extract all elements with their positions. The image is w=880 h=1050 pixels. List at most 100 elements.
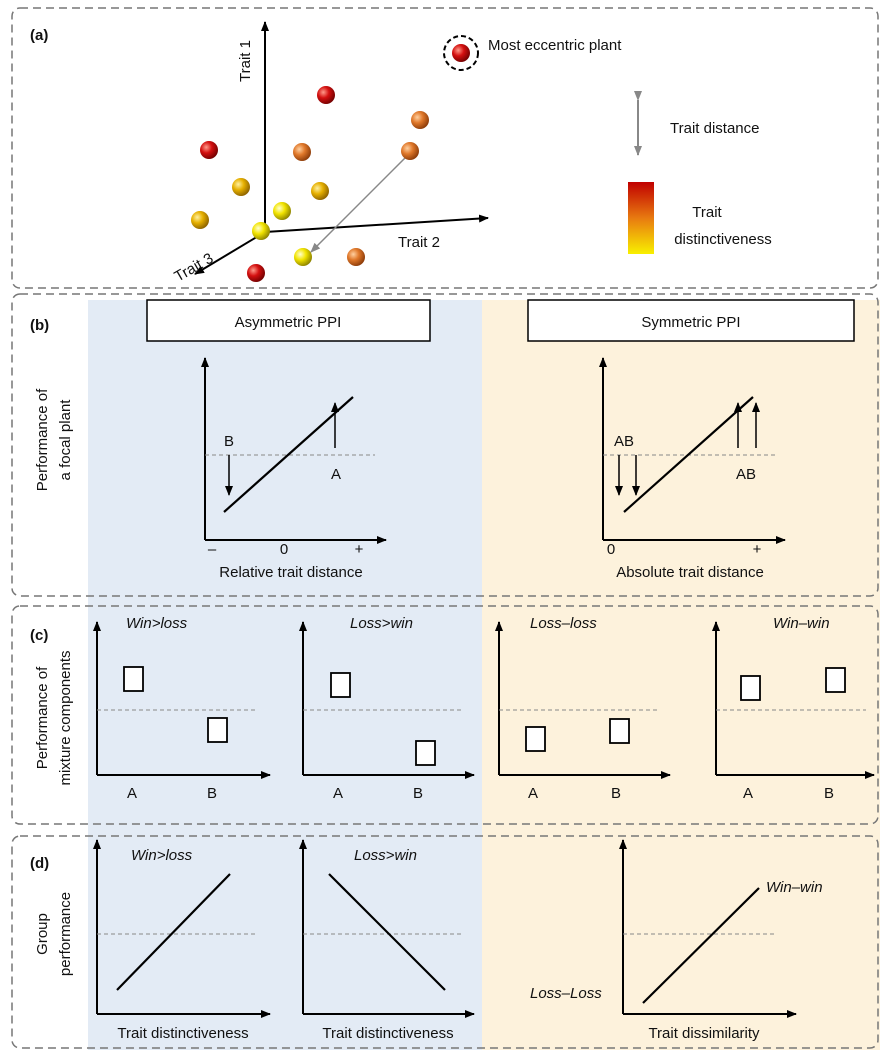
trait3-axis — [194, 231, 266, 275]
plot-title: Loss>win — [354, 847, 417, 864]
panel-b-ylabel-line1: Performance of — [34, 388, 51, 491]
component-a-box — [330, 672, 351, 698]
plant-sphere — [232, 178, 250, 196]
eccentric-plant-marker — [443, 35, 479, 71]
symmetric-xlabel: Absolute trait distance — [616, 564, 764, 581]
panel-c-plot-loss-win: Loss>win A B — [299, 615, 475, 802]
component-b-box — [609, 718, 630, 744]
symmetric-title-box — [527, 299, 855, 342]
panel-b-ylabel-line2: a focal plant — [57, 399, 74, 481]
symmetric-title: Symmetric PPI — [641, 314, 740, 331]
bottom-label: Loss–Loss — [530, 985, 602, 1002]
eccentric-plant-sphere — [452, 44, 470, 62]
asymmetric-background — [88, 300, 482, 1050]
asymmetric-trend-line — [223, 396, 354, 513]
asymmetric-tick-minus: – — [208, 541, 217, 558]
plot-title: Win>loss — [131, 847, 193, 864]
panel-c-plot-loss-loss: Loss–loss A B — [495, 615, 671, 802]
trait2-axis — [264, 214, 489, 233]
symmetric-background — [482, 300, 880, 1050]
asymmetric-tick-zero: 0 — [280, 541, 288, 558]
plant-sphere — [191, 211, 209, 229]
trend-line — [642, 887, 760, 1004]
x-label-b: B — [824, 785, 834, 802]
asymmetric-tick-plus: + — [355, 541, 364, 558]
plant-sphere — [317, 86, 335, 104]
panel-d: (d) Group performance Win>loss Trait dis… — [30, 839, 823, 1042]
plot-title: Win–win — [773, 615, 830, 632]
panel-c-letter: (c) — [30, 627, 48, 644]
asymmetric-label-a: A — [331, 466, 341, 483]
asymmetric-title: Asymmetric PPI — [235, 314, 342, 331]
x-label-a: A — [127, 785, 137, 802]
panel-d-ylabel-line1: Group — [34, 913, 51, 955]
x-label: Trait distinctiveness — [117, 1025, 248, 1042]
component-a-box — [525, 726, 546, 752]
trait2-label: Trait 2 — [398, 234, 440, 251]
asymmetric-title-box — [146, 299, 431, 342]
plant-sphere — [200, 141, 218, 159]
plant-sphere — [294, 248, 312, 266]
plant-sphere — [411, 111, 429, 129]
component-a-box — [123, 666, 144, 692]
symmetric-trend-line — [623, 396, 754, 513]
panel-d-letter: (d) — [30, 855, 49, 872]
plant-sphere — [247, 264, 265, 282]
x-label-b: B — [611, 785, 621, 802]
panel-c-ylabel-line1: Performance of — [34, 666, 51, 769]
symmetric-label-right: AB — [736, 466, 756, 483]
plant-sphere — [293, 143, 311, 161]
panel-d-plot-win-loss: Win>loss Trait distinctiveness — [93, 839, 271, 1042]
panel-b-frame — [11, 293, 879, 597]
plant-sphere — [311, 182, 329, 200]
x-label-b: B — [413, 785, 423, 802]
plot-title: Loss–loss — [530, 615, 597, 632]
symmetric-label-left: AB — [614, 433, 634, 450]
plant-spheres — [191, 86, 429, 282]
asymmetric-xlabel: Relative trait distance — [219, 564, 362, 581]
x-label: Trait distinctiveness — [322, 1025, 453, 1042]
distinctiveness-label-line1: Trait — [692, 204, 722, 221]
top-label: Win–win — [766, 879, 823, 896]
component-b-box — [415, 740, 436, 766]
asymmetric-label-b: B — [224, 433, 234, 450]
x-label-a: A — [333, 785, 343, 802]
plant-sphere — [401, 142, 419, 160]
panel-c-ylabel-line2: mixture components — [57, 650, 74, 785]
trait-distance-label: Trait distance — [670, 120, 759, 137]
panel-c-plot-win-loss: Win>loss A B — [93, 615, 271, 802]
distinctiveness-colorbar — [628, 182, 654, 254]
trait3-label: Trait 3 — [172, 250, 217, 286]
panel-c-plot-win-win: Win–win A B — [712, 615, 875, 802]
trend-line — [116, 873, 231, 991]
panel-b: (b) Performance of a focal plant Asymmet… — [30, 299, 855, 581]
plant-sphere — [347, 248, 365, 266]
panel-d-frame — [11, 835, 879, 1049]
trend-line — [328, 873, 446, 991]
x-label-a: A — [528, 785, 538, 802]
panel-b-letter: (b) — [30, 317, 49, 334]
panel-d-plot-dissimilarity: Win–win Loss–Loss Trait dissimilarity — [530, 839, 823, 1042]
x-label-b: B — [207, 785, 217, 802]
plot-title: Win>loss — [126, 615, 188, 632]
symmetric-tick-plus: + — [753, 541, 762, 558]
component-a-box — [740, 675, 761, 701]
panel-a-frame — [11, 7, 879, 289]
trait1-label: Trait 1 — [237, 40, 254, 82]
symmetric-tick-zero: 0 — [607, 541, 615, 558]
x-label: Trait dissimilarity — [648, 1025, 760, 1042]
plant-sphere — [252, 222, 270, 240]
plant-sphere — [273, 202, 291, 220]
distinctiveness-label-line2: distinctiveness — [674, 231, 772, 248]
plot-title: Loss>win — [350, 615, 413, 632]
component-b-box — [825, 667, 846, 693]
x-label-a: A — [743, 785, 753, 802]
component-b-box — [207, 717, 228, 743]
panel-a-letter: (a) — [30, 27, 48, 44]
panel-a: (a) Trait 1 Trait 2 Trait 3 Most eccentr… — [30, 21, 772, 286]
panel-d-plot-loss-win: Loss>win Trait distinctiveness — [299, 839, 475, 1042]
trait-distance-example — [310, 148, 415, 253]
panel-d-ylabel-line2: performance — [57, 892, 74, 976]
panel-c: (c) Performance of mixture components Wi… — [30, 615, 875, 802]
